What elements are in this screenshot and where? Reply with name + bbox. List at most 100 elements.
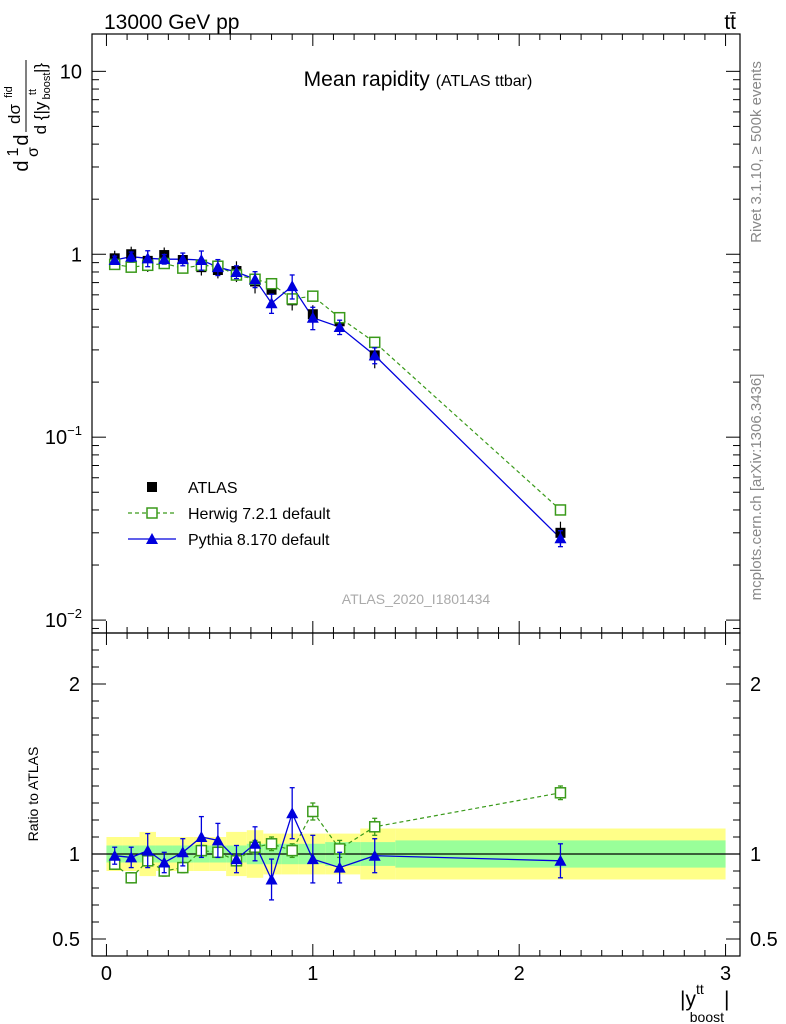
mcplots-label: mcplots.cern.ch [arXiv:1306.3436] [748,374,765,601]
pythia-ratio-point [368,849,381,861]
atlas-point [266,284,277,295]
ylabel-denominator: d {|y [31,101,50,134]
axis-ticks [92,34,740,957]
main-y-axis-label: d 1 σd dσ fid d {|y tt boost|} [3,60,53,172]
x-tick-label: 0 [101,963,112,985]
tick-base: 10 [45,427,67,449]
main-y-tick-label: 10 [60,61,82,83]
herwig-ratio-point [368,821,381,833]
pythia-ratio-point [176,846,189,858]
pythia-ratio-point [125,851,138,863]
main-y-tick-label: 10−1 [45,423,82,449]
xlabel-sup: tt [696,981,704,997]
plot-title-sub: (ATLAS ttbar) [436,73,533,90]
ratio-y-axis-label: Ratio to ATLAS [25,747,41,842]
pythia-ratio-point [230,853,243,865]
plot-title: Mean rapidity (ATLAS ttbar) [304,68,533,91]
ylabel-one: 1 [5,147,22,156]
pythia-ratio-point [554,854,567,866]
ylabel-boost: boost [41,73,53,100]
tick-base: 10 [45,610,67,632]
pythia-ratio-point [158,856,171,868]
pythia-main-point [265,297,278,309]
ratio-y-tick-label-left: 2 [69,674,80,696]
ratio-y-tick-label-left: 1 [69,844,80,866]
herwig-main-point [368,336,381,349]
pythia-ratio-point [195,831,208,842]
ratio-y-tick-label-right: 2 [750,674,761,696]
rivet-label: Rivet 3.1.10, ≥ 500k events [748,61,765,243]
legend-atlas-marker [147,482,157,492]
ylabel-fid: fid [3,86,15,98]
ylabel-sigma: σ [25,147,42,157]
legend: ATLAS Herwig 7.2.1 default Pythia 8.170 … [128,480,331,549]
pythia-main-point [195,254,208,266]
tick-base: 1 [71,244,82,266]
analysis-watermark: ATLAS_2020_I1801434 [342,591,491,607]
herwig-ratio-point [554,787,567,799]
process-label: tt̄ [724,11,736,34]
x-tick-label: 1 [307,963,318,985]
herwig-main-point [554,504,567,516]
herwig-ratio-point [125,872,137,884]
pythia-ratio-point [286,807,299,819]
herwig-main-point [125,261,137,273]
herwig-ratio-point [307,805,319,818]
pythia-main-point [333,321,346,333]
ylabel-close: |} [31,63,50,73]
pythia-main-point [286,280,299,292]
ylabel-d: d [11,160,33,171]
pythia-ratio-point [265,873,278,885]
main-y-tick-label: 10−2 [45,606,82,632]
ylabel-d2: d [11,134,33,145]
herwig-main-point [307,290,319,302]
pythia-main-point [249,273,262,285]
pythia-main-line [114,256,561,539]
herwig-main-point [265,277,278,290]
pythia-ratio-point [141,844,154,856]
pythia-main-point [176,253,189,265]
pythia-main-point [368,349,381,361]
pythia-main-point [108,254,121,266]
x-axis-label: |ytt boost| [680,981,729,1024]
xlabel-main: |y [680,988,696,1011]
ratio-y-tick-label-right: 1 [750,844,761,866]
legend-herwig-label: Herwig 7.2.1 default [188,506,331,523]
pythia-main-point [211,261,224,273]
xlabel-sub: boost [690,1009,724,1024]
x-tick-label: 2 [514,963,525,985]
plot-title-main: Mean rapidity [304,68,431,91]
pythia-main-point [306,311,319,323]
pythia-ratio-point [108,849,121,861]
herwig-ratio-point [286,844,298,857]
tick-exponent: −2 [67,606,82,621]
pythia-ratio-point [306,853,319,865]
legend-herwig-marker [146,507,158,519]
pythia-main-point [230,265,243,277]
data-series [108,246,567,901]
legend-pythia-label: Pythia 8.170 default [188,532,330,549]
tick-base: 10 [60,61,82,83]
ylabel-tt: tt [27,89,39,95]
ratio-panel-frame [91,632,741,957]
ylabel-dsigma: dσ [5,104,24,124]
herwig-ratio-point [265,838,278,850]
pythia-ratio-point [211,834,224,846]
xlabel-close: | [724,988,729,1011]
pythia-ratio-point [249,837,262,849]
x-tick-label: 3 [720,963,731,985]
main-y-tick-label: 1 [71,244,82,266]
ratio-y-tick-label-right: 0.5 [750,929,778,951]
legend-pythia-marker [146,533,158,544]
ratio-y-tick-label-left: 0.5 [52,929,80,951]
energy-label: 13000 GeV pp [104,11,239,34]
pythia-main-point [554,532,567,544]
legend-atlas-label: ATLAS [188,480,238,497]
tick-exponent: −1 [67,423,82,438]
pythia-main-point [125,250,138,262]
pythia-ratio-point [333,861,346,873]
ratio-uncertainty-bands [92,828,740,880]
